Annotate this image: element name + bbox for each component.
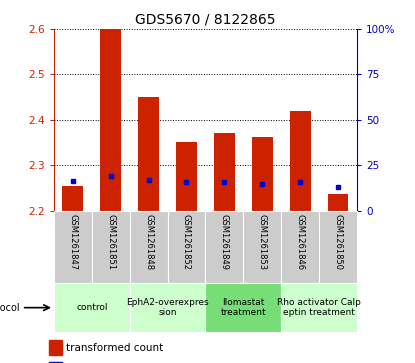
Text: GSM1261850: GSM1261850 bbox=[334, 214, 342, 270]
Bar bbox=[54, 283, 129, 332]
Bar bbox=[243, 211, 281, 283]
Bar bbox=[92, 211, 129, 283]
Bar bbox=[205, 211, 243, 283]
Bar bbox=[214, 133, 235, 211]
Bar bbox=[49, 340, 62, 355]
Text: EphA2-overexpres
sion: EphA2-overexpres sion bbox=[126, 298, 209, 317]
Text: transformed count: transformed count bbox=[66, 343, 164, 353]
Text: protocol: protocol bbox=[0, 303, 20, 313]
Bar bbox=[205, 283, 281, 332]
Bar bbox=[138, 97, 159, 211]
Text: Rho activator Calp
eptin treatment: Rho activator Calp eptin treatment bbox=[277, 298, 361, 317]
Bar bbox=[49, 362, 62, 363]
Text: GSM1261848: GSM1261848 bbox=[144, 214, 153, 270]
Bar bbox=[129, 211, 168, 283]
Bar bbox=[54, 211, 92, 283]
Bar bbox=[290, 111, 310, 211]
Text: GSM1261853: GSM1261853 bbox=[258, 214, 267, 270]
Text: GSM1261851: GSM1261851 bbox=[106, 214, 115, 270]
Bar bbox=[252, 137, 273, 211]
Bar bbox=[168, 211, 205, 283]
Bar bbox=[319, 211, 357, 283]
Bar bbox=[281, 283, 357, 332]
Text: GSM1261847: GSM1261847 bbox=[68, 214, 77, 270]
Bar bbox=[100, 29, 121, 211]
Bar bbox=[63, 185, 83, 211]
Bar bbox=[327, 194, 348, 211]
Text: GSM1261849: GSM1261849 bbox=[220, 214, 229, 270]
Title: GDS5670 / 8122865: GDS5670 / 8122865 bbox=[135, 12, 276, 26]
Text: Ilomastat
treatment: Ilomastat treatment bbox=[220, 298, 266, 317]
Bar bbox=[129, 283, 205, 332]
Text: GSM1261846: GSM1261846 bbox=[295, 214, 305, 270]
Bar bbox=[281, 211, 319, 283]
Bar bbox=[176, 143, 197, 211]
Text: GSM1261852: GSM1261852 bbox=[182, 214, 191, 270]
Text: control: control bbox=[76, 303, 107, 312]
